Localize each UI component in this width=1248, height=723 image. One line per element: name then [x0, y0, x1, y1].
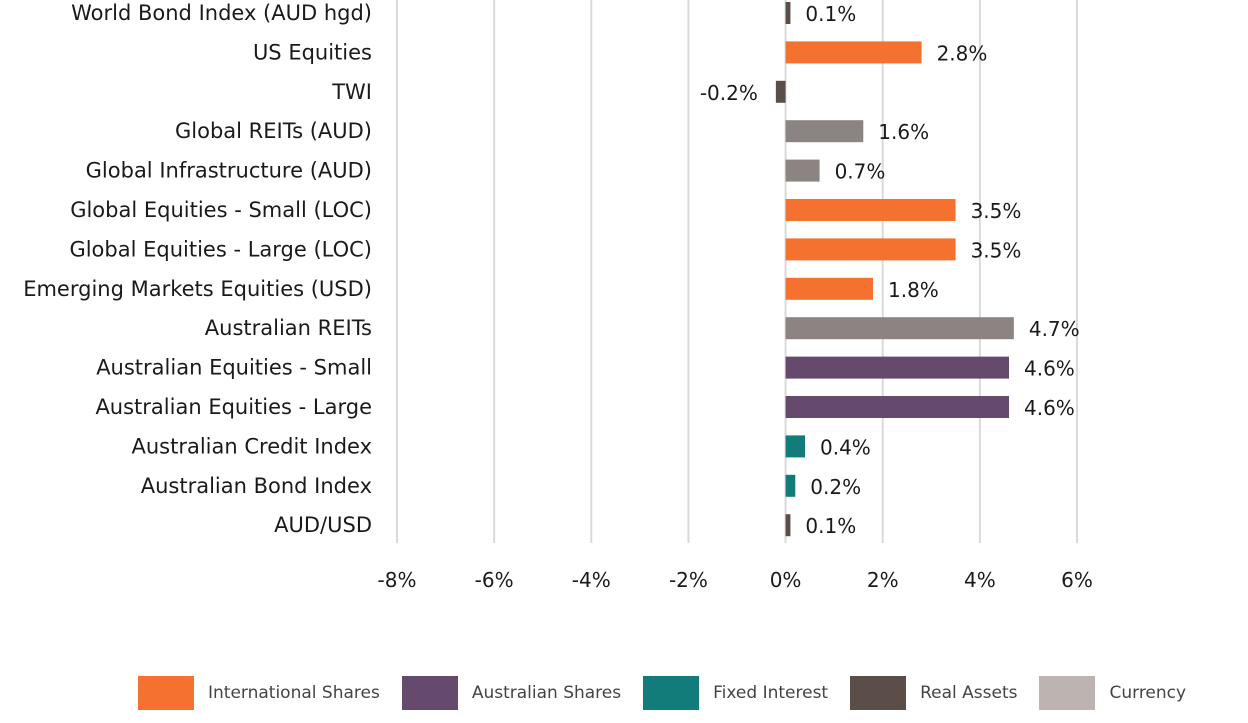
x-axis-ticks: -8% -6% -4% -2% 0% 2% 4% 6%: [378, 568, 1093, 592]
bar-chart: World Bond Index (AUD hgd) US Equities TWI…: [23, 0, 1093, 592]
category-label-world-bond-index-aud-hgd: World Bond Index (AUD hgd): [71, 1, 372, 25]
data-label-us-equities: 2.8%: [937, 41, 988, 65]
category-label-twi: TWI: [331, 80, 372, 104]
data-label-australian-reits: 4.7%: [1029, 317, 1080, 341]
x-tick-label: 2%: [867, 568, 899, 592]
data-label-aud-usd: 0.1%: [805, 514, 856, 538]
legend-label-international-shares: International Shares: [208, 683, 380, 703]
x-tick-label: 0%: [770, 568, 802, 592]
legend-item-international-shares: International Shares: [138, 676, 380, 710]
bar-aud-usd: [785, 514, 791, 537]
data-label-twi: -0.2%: [700, 81, 758, 105]
legend-swatch-australian-shares: [401, 676, 458, 710]
bars: [775, 2, 1014, 537]
category-label-emerging-markets-equities-usd: Emerging Markets Equities (USD): [23, 277, 372, 301]
legend-swatch-international-shares: [138, 676, 194, 710]
data-label-australian-bond-index: 0.2%: [810, 475, 861, 499]
bar-global-equities-large-loc: [785, 238, 956, 261]
data-label-australian-credit-index: 0.4%: [820, 435, 871, 459]
category-label-us-equities: US Equities: [253, 40, 372, 64]
category-label-australian-equities-large: Australian Equities - Large: [95, 395, 372, 419]
data-label-australian-equities-small: 4.6%: [1024, 357, 1075, 381]
data-label-global-equities-large-loc: 3.5%: [971, 238, 1022, 262]
bar-twi: [775, 80, 786, 103]
category-label-australian-credit-index: Australian Credit Index: [131, 434, 372, 458]
x-tick-label: 6%: [1061, 568, 1093, 592]
x-tick-label: -6%: [475, 568, 514, 592]
bar-australian-equities-small: [785, 356, 1009, 379]
bar-australian-bond-index: [785, 474, 796, 497]
category-label-global-reits-aud: Global REITs (AUD): [175, 119, 372, 143]
data-label-emerging-markets-equities-usd: 1.8%: [888, 278, 939, 302]
category-label-global-equities-small-loc: Global Equities - Small (LOC): [70, 198, 372, 222]
data-label-global-equities-small-loc: 3.5%: [971, 199, 1022, 223]
data-labels: 0.1% 2.8% -0.2% 1.6% 0.7% 3.5% 3.5% 1.8% 4.7% 4.6…: [700, 2, 1080, 538]
category-label-global-infrastructure-aud: Global Infrastructure (AUD): [86, 159, 372, 183]
legend: International Shares Australian Shares F…: [138, 675, 1238, 711]
category-label-global-equities-large-loc: Global Equities - Large (LOC): [69, 237, 372, 261]
x-tick-label: 4%: [964, 568, 996, 592]
data-label-global-infrastructure-aud: 0.7%: [835, 160, 886, 184]
legend-swatch-currency: [1039, 676, 1096, 710]
bar-australian-credit-index: [785, 435, 805, 458]
category-label-australian-bond-index: Australian Bond Index: [141, 474, 372, 498]
legend-label-fixed-interest: Fixed Interest: [713, 683, 829, 703]
bar-australian-reits: [785, 317, 1014, 340]
bar-us-equities: [785, 41, 922, 64]
legend-item-currency: Currency: [1039, 676, 1186, 710]
bar-global-infrastructure-aud: [785, 159, 820, 182]
category-label-aud-usd: AUD/USD: [274, 513, 372, 537]
legend-label-australian-shares: Australian Shares: [471, 683, 622, 703]
legend-item-real-assets: Real Assets: [850, 676, 1017, 710]
data-label-world-bond-index-aud-hgd: 0.1%: [805, 2, 856, 26]
bar-global-equities-small-loc: [785, 199, 956, 221]
x-tick-label: -2%: [669, 568, 708, 592]
category-labels: World Bond Index (AUD hgd) US Equities TWI…: [23, 1, 372, 537]
legend-swatch-fixed-interest: [643, 676, 700, 710]
bar-global-reits-aud: [785, 120, 864, 143]
legend-label-real-assets: Real Assets: [920, 683, 1018, 703]
bar-world-bond-index-aud-hgd: [785, 2, 791, 24]
legend-label-currency: Currency: [1109, 683, 1187, 703]
x-tick-label: -4%: [572, 568, 611, 592]
category-label-australian-equities-small: Australian Equities - Small: [96, 356, 372, 380]
category-label-australian-reits: Australian REITs: [205, 316, 372, 340]
x-tick-label: -8%: [378, 568, 417, 592]
legend-item-fixed-interest: Fixed Interest: [643, 676, 828, 710]
data-label-australian-equities-large: 4.6%: [1024, 396, 1075, 420]
legend-item-australian-shares: Australian Shares: [401, 676, 622, 710]
bar-emerging-markets-equities-usd: [785, 277, 873, 300]
legend-swatch-real-assets: [850, 676, 907, 710]
data-label-global-reits-aud: 1.6%: [878, 120, 929, 144]
bar-australian-equities-large: [785, 396, 1009, 418]
